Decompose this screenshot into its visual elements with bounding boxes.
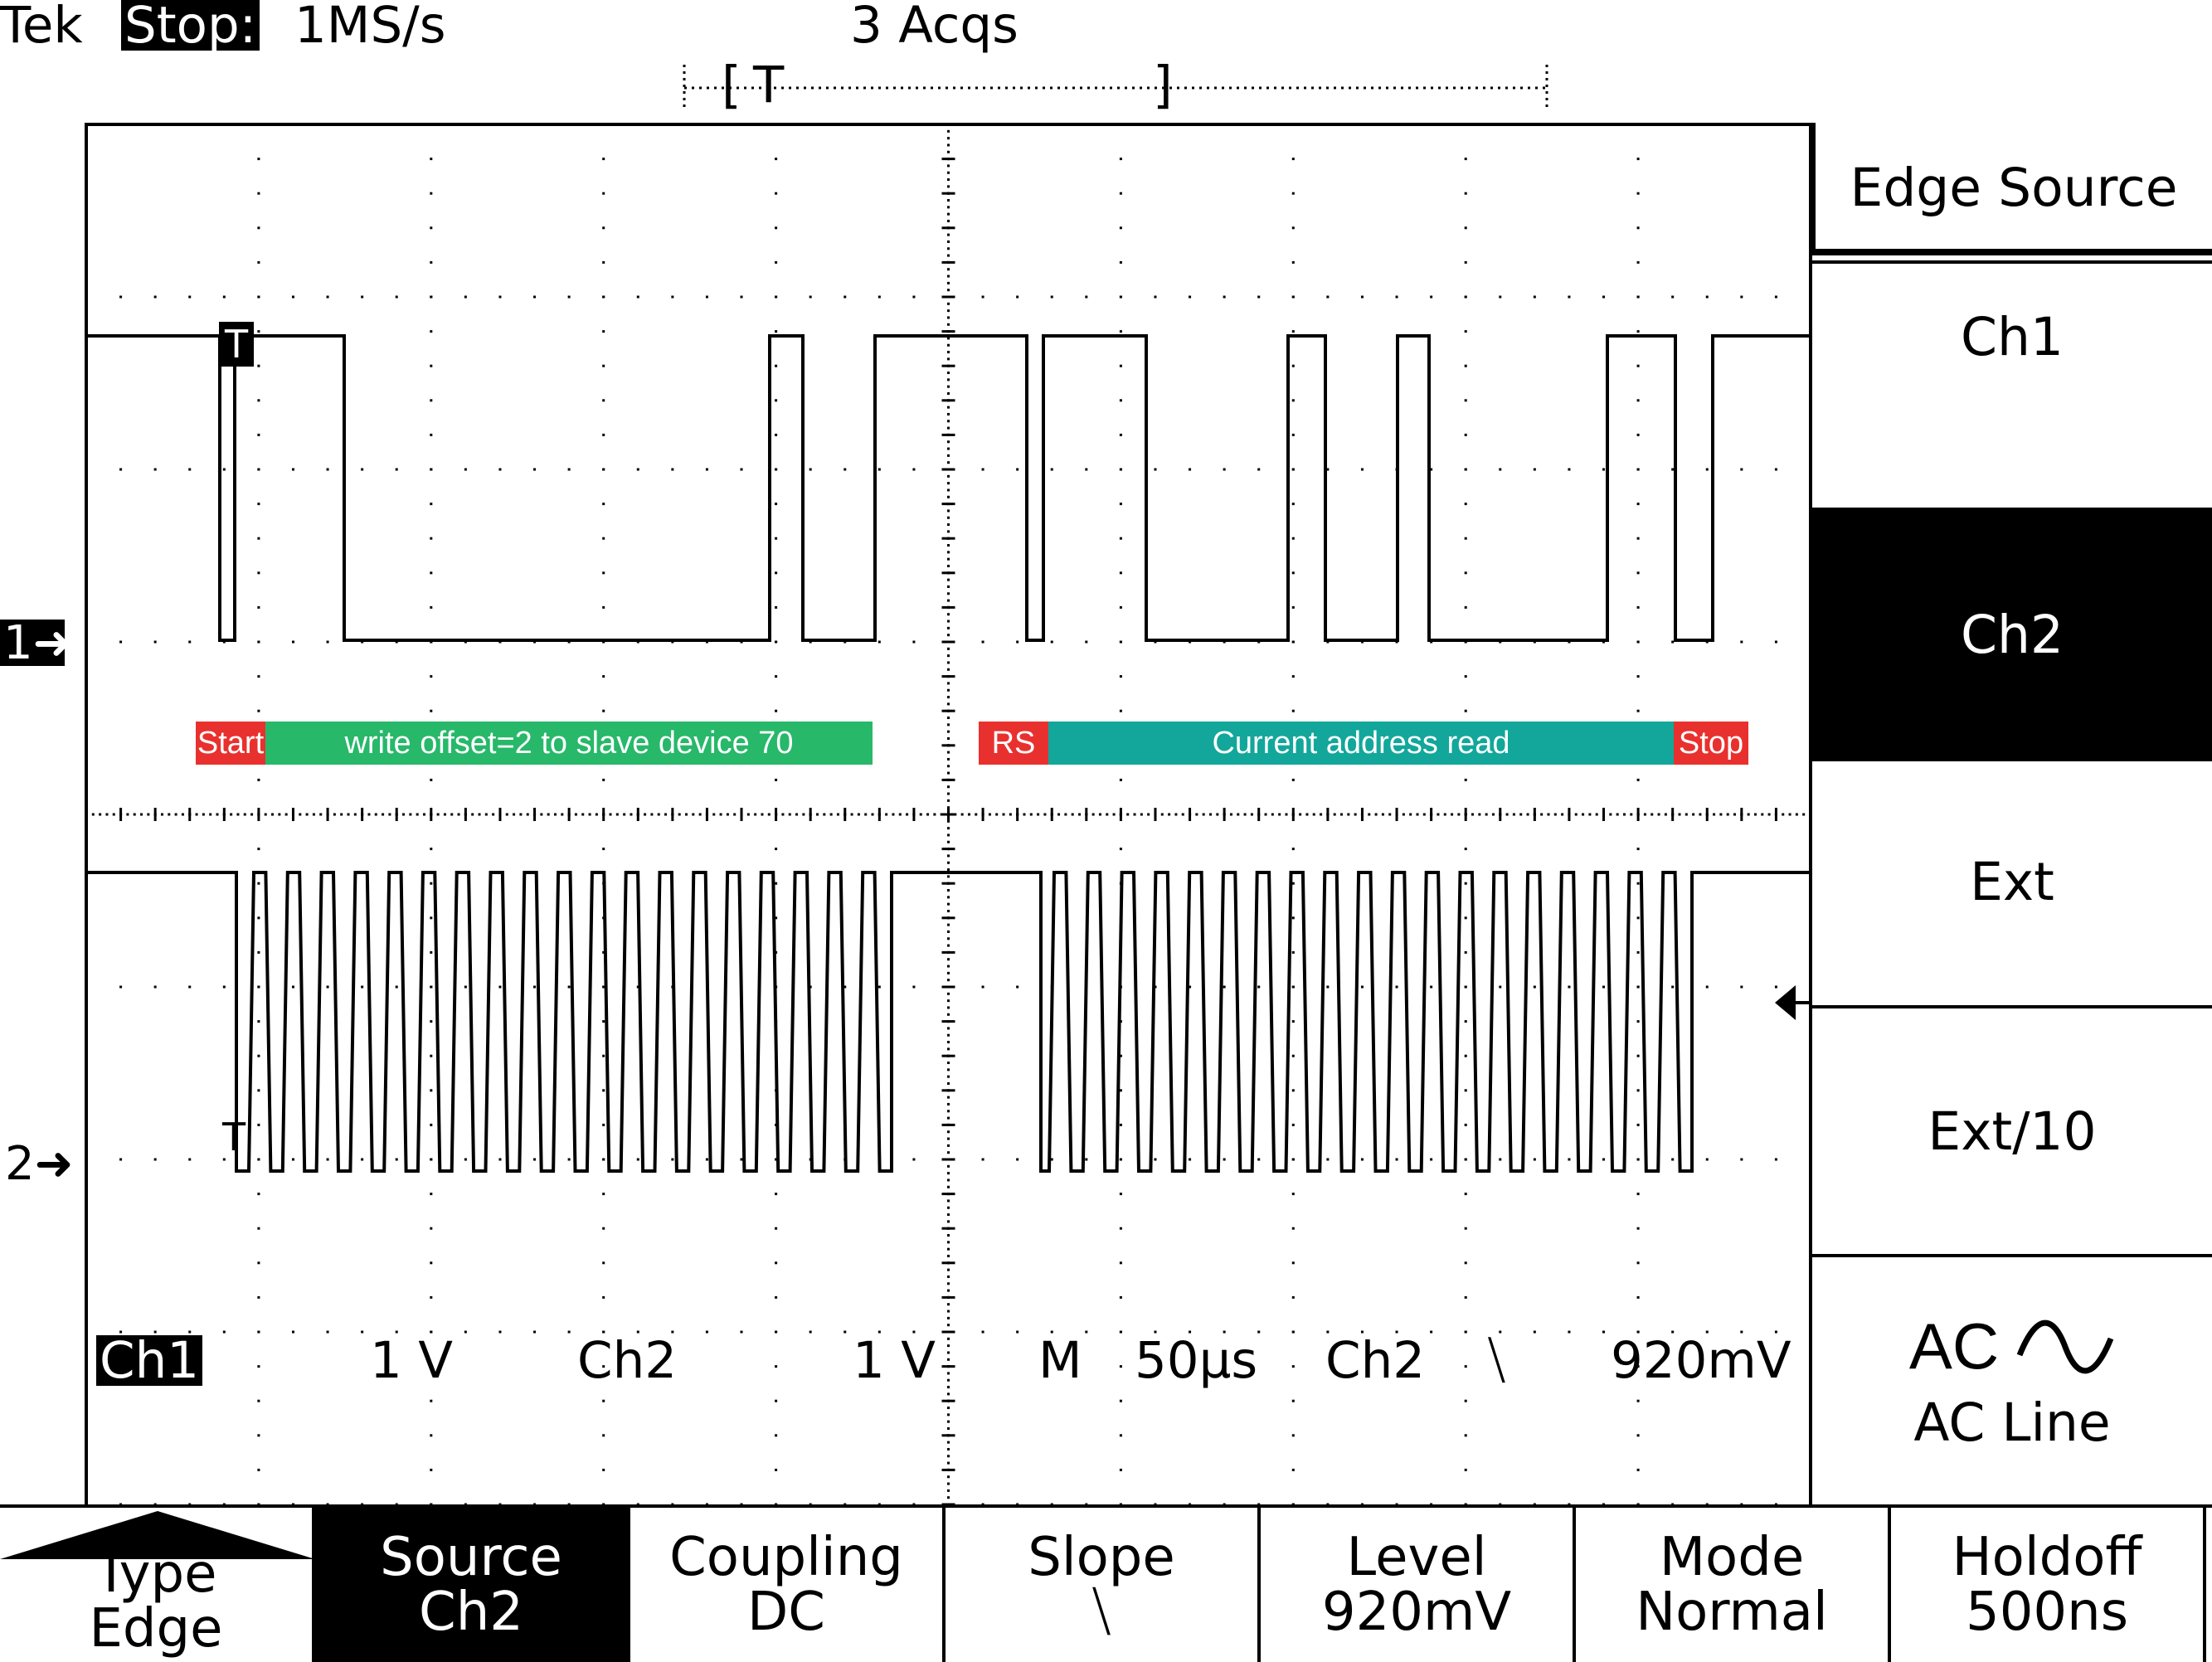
menu-holdoff-button[interactable]: Holdoff 500ns bbox=[1891, 1508, 2206, 1662]
annotation-read: Current address read bbox=[1048, 722, 1674, 765]
ch1-status-label: Ch1 bbox=[96, 1335, 203, 1386]
ch2-ground-marker: 2➜ bbox=[5, 1137, 74, 1191]
annotation-stop: Stop bbox=[1674, 722, 1748, 765]
menu-type-button[interactable]: Type Edge bbox=[0, 1508, 315, 1662]
annotation-restart: RS bbox=[979, 722, 1048, 765]
menu-mode-button[interactable]: Mode Normal bbox=[1576, 1508, 1891, 1662]
arrow-right-icon: ➜ bbox=[32, 616, 72, 670]
menu-coupling-top: Coupling bbox=[669, 1527, 903, 1588]
menu-mode-bottom: Normal bbox=[1636, 1582, 1828, 1643]
trigger-source-status: Ch2 bbox=[1325, 1331, 1426, 1390]
side-item-ch1[interactable]: Ch1 bbox=[1812, 264, 2212, 630]
waveform-display[interactable] bbox=[85, 123, 1812, 1504]
arrow-right-icon: ➜ bbox=[34, 1137, 74, 1191]
menu-source-top: Source bbox=[380, 1527, 562, 1588]
side-menu-title-label: Edge Source bbox=[1850, 157, 2178, 218]
menu-level-top: Level bbox=[1346, 1527, 1487, 1588]
sine-wave-icon bbox=[2016, 1319, 2114, 1373]
menu-holdoff-bottom: 500ns bbox=[1965, 1582, 2129, 1643]
record-trigger-marker: T bbox=[753, 56, 785, 114]
menu-coupling-bottom: DC bbox=[747, 1582, 825, 1643]
side-item-ch2-label: Ch2 bbox=[1960, 604, 2064, 665]
ac-line-label: AC Line bbox=[1913, 1392, 2111, 1453]
side-item-ch2[interactable]: Ch2 bbox=[1812, 508, 2212, 761]
triangle-up-icon bbox=[0, 1511, 315, 1559]
menu-source-button[interactable]: Source Ch2 bbox=[315, 1508, 630, 1662]
menu-slope-top: Slope bbox=[1028, 1527, 1175, 1588]
timebase-prefix: M bbox=[1038, 1331, 1082, 1390]
menu-source-bottom: Ch2 bbox=[419, 1582, 523, 1643]
menu-slope-button[interactable]: Slope ⧹ bbox=[946, 1508, 1261, 1662]
ch2-status-label: Ch2 bbox=[577, 1331, 678, 1390]
side-menu-title: Edge Source bbox=[1812, 123, 2212, 255]
acquisition-count: 3 Acqs bbox=[850, 0, 1018, 55]
annotation-start: Start bbox=[196, 722, 265, 765]
side-item-ext10[interactable]: Ext/10 bbox=[1812, 1008, 2212, 1254]
ch1-ground-marker: 1➜ bbox=[3, 616, 72, 670]
menu-type-bottom: Edge bbox=[89, 1598, 223, 1660]
annotation-write: write offset=2 to slave device 70 bbox=[265, 722, 873, 765]
menu-level-bottom: 920mV bbox=[1321, 1582, 1512, 1643]
ch2-scale: 1 V bbox=[853, 1331, 936, 1390]
menu-holdoff-top: Holdoff bbox=[1952, 1527, 2142, 1588]
side-menu: Edge Source Ch1 Ch2 Ext Ext/10 AC AC Lin… bbox=[1812, 123, 2212, 1504]
run-state-badge: Stop: bbox=[121, 0, 260, 51]
trace2-trigger-marker: T bbox=[222, 1115, 246, 1159]
side-item-ext10-label: Ext/10 bbox=[1928, 1101, 2097, 1162]
trace1-trigger-marker: T bbox=[219, 322, 254, 367]
falling-edge-icon: ⧹ bbox=[1092, 1582, 1111, 1643]
side-item-ext[interactable]: Ext bbox=[1812, 761, 2212, 1002]
menu-coupling-button[interactable]: Coupling DC bbox=[630, 1508, 946, 1662]
side-item-ch1-label: Ch1 bbox=[1960, 307, 2064, 367]
timebase-value: 50µs bbox=[1135, 1331, 1258, 1390]
menu-mode-top: Mode bbox=[1659, 1527, 1805, 1588]
record-bracket-right: ] bbox=[1153, 56, 1173, 114]
brand-label: Tek bbox=[0, 0, 83, 55]
ch1-scale: 1 V bbox=[370, 1331, 453, 1390]
trigger-slope-icon: ⧹ bbox=[1488, 1331, 1505, 1390]
side-item-ac-line[interactable]: AC AC Line bbox=[1812, 1257, 2212, 1504]
record-bracket-left: [ bbox=[722, 56, 741, 114]
side-item-ext-label: Ext bbox=[1970, 851, 2054, 912]
sample-rate: 1MS/s bbox=[294, 0, 446, 55]
ac-label: AC bbox=[1908, 1310, 2000, 1383]
trigger-level-status: 920mV bbox=[1611, 1331, 1791, 1390]
bottom-menu: Type Edge Source Ch2 Coupling DC Slope ⧹… bbox=[0, 1504, 2212, 1662]
menu-level-button[interactable]: Level 920mV bbox=[1261, 1508, 1576, 1662]
